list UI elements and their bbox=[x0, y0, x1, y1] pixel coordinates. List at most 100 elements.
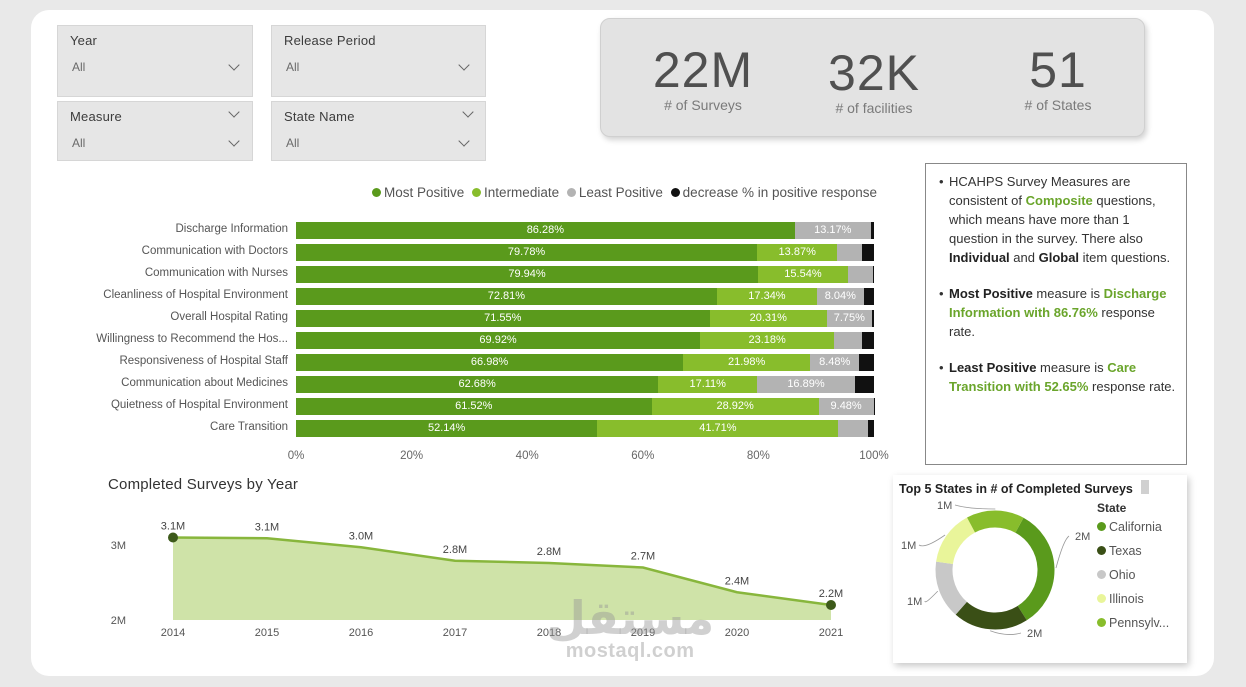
area-chart-title: Completed Surveys by Year bbox=[108, 476, 299, 493]
bar-segment[interactable]: 21.98% bbox=[683, 354, 811, 371]
data-label: 2.8M bbox=[443, 544, 467, 556]
donut-slice[interactable] bbox=[955, 601, 1027, 630]
chevron-down-icon[interactable] bbox=[228, 135, 240, 147]
chevron-down-icon[interactable] bbox=[228, 59, 240, 71]
bar-row[interactable]: 61.52% 28.92% 9.48% bbox=[296, 398, 874, 415]
donut-data-label: 1M bbox=[907, 596, 922, 608]
chevron-down-icon[interactable] bbox=[458, 59, 470, 71]
watermark-latin: mostaql.com bbox=[565, 640, 695, 662]
bar-segment[interactable] bbox=[870, 222, 874, 239]
bar-segment[interactable]: 17.11% bbox=[658, 376, 758, 393]
legend-item[interactable]: decrease % in positive response bbox=[670, 185, 877, 200]
bar-segment[interactable] bbox=[868, 420, 874, 437]
bar-row[interactable]: 86.28% 13.17% bbox=[296, 222, 874, 239]
state-name-slicer[interactable]: State Name All bbox=[271, 101, 486, 161]
bar-segment[interactable] bbox=[854, 376, 874, 393]
bar-segment[interactable]: 20.31% bbox=[709, 310, 827, 327]
bar-segment[interactable]: 79.94% bbox=[296, 266, 759, 283]
bar-segment[interactable] bbox=[872, 266, 874, 283]
data-point[interactable] bbox=[168, 532, 178, 543]
donut-slice[interactable] bbox=[967, 510, 1024, 533]
bar-segment[interactable]: 69.92% bbox=[296, 332, 701, 349]
bar-segment[interactable] bbox=[859, 354, 874, 371]
bar-segment[interactable]: 72.81% bbox=[296, 288, 717, 305]
slicer-value: All bbox=[286, 136, 300, 150]
bar-category-label: Cleanliness of Hospital Environment bbox=[103, 289, 288, 301]
legend-label: Most Positive bbox=[384, 185, 465, 200]
bar-segment[interactable]: 66.98% bbox=[296, 354, 684, 371]
legend-item[interactable]: Intermediate bbox=[472, 185, 559, 200]
year-slicer[interactable]: Year All bbox=[57, 25, 253, 97]
bar-segment[interactable]: 15.54% bbox=[758, 266, 848, 283]
bar-segment[interactable]: 9.48% bbox=[818, 398, 874, 415]
bar-segment[interactable] bbox=[834, 332, 863, 349]
info-bold: Least Positive bbox=[949, 360, 1037, 375]
bar-segment[interactable] bbox=[862, 244, 874, 261]
chevron-down-icon[interactable] bbox=[462, 106, 474, 118]
bar-segment[interactable]: 41.71% bbox=[597, 420, 839, 437]
bar-segment[interactable] bbox=[862, 332, 874, 349]
bar-category-label: Overall Hospital Rating bbox=[170, 311, 288, 323]
legend-item[interactable]: Texas bbox=[1097, 544, 1142, 558]
watermark-arabic: مستقل bbox=[546, 591, 715, 645]
bar-segment[interactable]: 17.34% bbox=[716, 288, 818, 305]
info-text: and bbox=[1009, 250, 1039, 265]
data-label: 3.1M bbox=[161, 521, 185, 533]
bar-segment[interactable] bbox=[863, 288, 874, 305]
bar-segment[interactable]: 61.52% bbox=[296, 398, 652, 415]
bar-segment[interactable]: 86.28% bbox=[296, 222, 795, 239]
bar-segment[interactable]: 62.68% bbox=[296, 376, 659, 393]
bar-segment[interactable]: 8.04% bbox=[817, 288, 864, 305]
data-label: 2.8M bbox=[537, 546, 561, 558]
bar-segment[interactable] bbox=[871, 310, 874, 327]
bar-row[interactable]: 69.92% 23.18% bbox=[296, 332, 874, 349]
info-paragraph: HCAHPS Survey Measures are consistent of… bbox=[939, 172, 1176, 267]
slicer-label: Measure bbox=[70, 109, 122, 124]
bar-row[interactable]: 66.98% 21.98% 8.48% bbox=[296, 354, 874, 371]
bar-segment[interactable]: 13.17% bbox=[794, 222, 871, 239]
bar-segment[interactable]: 28.92% bbox=[651, 398, 819, 415]
bar-segment[interactable]: 23.18% bbox=[700, 332, 835, 349]
bar-segment[interactable]: 7.75% bbox=[826, 310, 872, 327]
donut-slice[interactable] bbox=[1015, 517, 1055, 621]
info-highlight: Discharge Information with 86.76% bbox=[949, 286, 1167, 320]
bar-segment[interactable] bbox=[838, 420, 869, 437]
bar-segment[interactable] bbox=[837, 244, 863, 261]
slicer-label: State Name bbox=[284, 109, 355, 124]
donut-slice[interactable] bbox=[936, 517, 976, 565]
bar-segment[interactable]: 8.48% bbox=[810, 354, 860, 371]
bar-row[interactable]: 79.94% 15.54% bbox=[296, 266, 874, 283]
bar-segment[interactable] bbox=[847, 266, 873, 283]
data-label: 2.4M bbox=[725, 575, 749, 587]
bar-row[interactable]: 79.78% 13.87% bbox=[296, 244, 874, 261]
legend-item[interactable]: Pennsylv... bbox=[1097, 616, 1169, 630]
y-tick-label: 3M bbox=[111, 540, 126, 552]
bar-row[interactable]: 71.55% 20.31% 7.75% bbox=[296, 310, 874, 327]
bar-segment[interactable]: 13.87% bbox=[757, 244, 838, 261]
legend-item[interactable]: Least Positive bbox=[566, 185, 663, 200]
measure-slicer[interactable]: Measure All bbox=[57, 101, 253, 161]
x-tick-label: 2017 bbox=[443, 627, 467, 639]
kpi-caption: # of Surveys bbox=[664, 97, 742, 113]
bar-segment[interactable]: 16.89% bbox=[757, 376, 855, 393]
chevron-down-icon[interactable] bbox=[228, 106, 240, 118]
data-point[interactable] bbox=[826, 600, 836, 610]
bar-segment[interactable]: 79.78% bbox=[296, 244, 758, 261]
bar-row[interactable]: 52.14% 41.71% bbox=[296, 420, 874, 437]
bar-segment[interactable]: 52.14% bbox=[296, 420, 598, 437]
x-tick-label: 40% bbox=[515, 450, 539, 462]
legend-item[interactable]: Most Positive bbox=[372, 185, 464, 200]
scrollbar-thumb[interactable] bbox=[1141, 480, 1149, 494]
bar-row[interactable]: 72.81% 17.34% 8.04% bbox=[296, 288, 874, 305]
legend-item[interactable]: Illinois bbox=[1097, 592, 1144, 606]
top-states-donut-chart: 2M 2M 1M 1M 1M bbox=[901, 500, 1090, 640]
bar-segment[interactable]: 71.55% bbox=[296, 310, 710, 327]
bar-row[interactable]: 62.68% 17.11% 16.89% bbox=[296, 376, 874, 393]
release-period-slicer[interactable]: Release Period All bbox=[271, 25, 486, 97]
data-label: 2.7M bbox=[631, 551, 655, 563]
chevron-down-icon[interactable] bbox=[458, 135, 470, 147]
legend-item[interactable]: California bbox=[1097, 520, 1162, 534]
legend-item[interactable]: Ohio bbox=[1097, 568, 1135, 582]
info-bold: Individual bbox=[949, 250, 1010, 265]
donut-slice[interactable] bbox=[935, 561, 968, 615]
